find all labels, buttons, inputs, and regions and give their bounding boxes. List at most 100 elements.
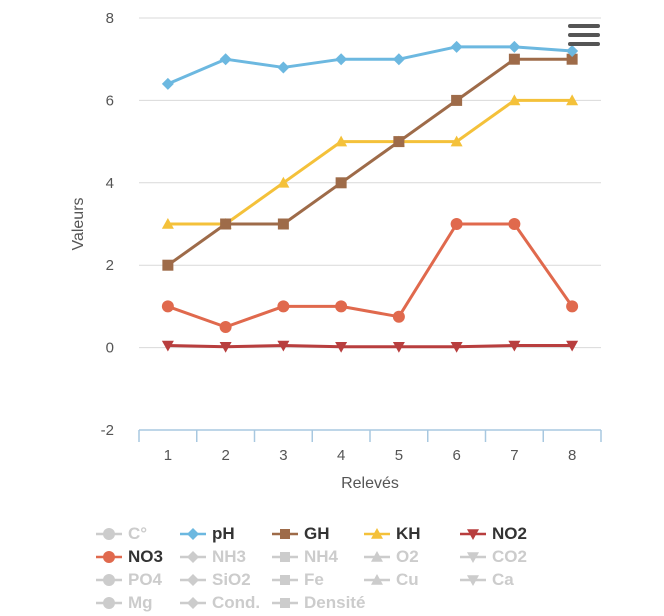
x-tick-label: 2 [221, 447, 229, 464]
legend-item-c[interactable]: C° [96, 522, 147, 545]
data-point-no3 [450, 218, 463, 230]
legend-label: Densité [304, 592, 366, 612]
legend-circle-icon [96, 573, 122, 586]
data-point-kh [450, 135, 463, 147]
legend-label: Fe [304, 569, 324, 589]
legend-item-no2[interactable]: NO2 [460, 522, 527, 545]
series-no3 [161, 218, 579, 333]
legend-label: CO2 [492, 546, 527, 566]
legend-marker [187, 550, 199, 563]
data-point-no3 [566, 300, 579, 313]
legend-label: Cu [396, 569, 419, 589]
data-point-ph [566, 44, 579, 57]
data-point-ph [450, 40, 463, 53]
legend-label: PO4 [128, 569, 163, 589]
data-point-no3 [335, 300, 348, 313]
x-tick-label: 5 [395, 447, 403, 464]
legend-row: C° pH GH KH NO2 [96, 522, 656, 545]
data-point-gh [508, 53, 520, 65]
x-tick-label: 4 [337, 447, 345, 464]
legend-square-icon [272, 551, 298, 562]
data-point-no3 [161, 300, 174, 313]
data-point-kh [508, 94, 521, 106]
x-axis: 1 2 3 4 5 6 7 8 [138, 429, 602, 464]
legend-marker [280, 528, 290, 539]
data-point-kh [335, 135, 348, 147]
data-point-no2 [335, 341, 348, 353]
legend-item-mg[interactable]: Mg [96, 591, 153, 614]
legend-label: Cond. [212, 592, 261, 612]
data-point-no3 [219, 321, 232, 333]
legend-diamond-icon [180, 573, 206, 586]
legend-item-ph[interactable]: pH [180, 522, 235, 545]
data-point-kh [566, 94, 579, 106]
series-line-no3 [167, 222, 574, 329]
legend-triangle-icon [364, 550, 390, 562]
series-line-ph [167, 45, 573, 86]
data-point-ph [392, 53, 405, 66]
legend-label: Mg [128, 592, 153, 612]
legend-item-cu[interactable]: Cu [364, 568, 419, 591]
legend-label: GH [304, 523, 330, 543]
legend-item-kh[interactable]: KH [364, 522, 421, 545]
x-tick-label: 6 [452, 447, 460, 464]
legend-item-gh[interactable]: GH [272, 522, 330, 545]
legend-label: pH [212, 523, 235, 543]
data-point-gh [220, 218, 232, 230]
chart: -2 0 2 4 6 8 1 2 3 4 5 6 7 8 Valeurs Relevés [70, 10, 602, 492]
legend-marker [280, 574, 290, 585]
legend-triangle-icon [364, 573, 390, 585]
legend-triangle-down-icon [460, 528, 486, 540]
y-tick-label: 6 [106, 92, 114, 109]
x-tick-label: 1 [164, 447, 172, 464]
legend-triangle-icon [364, 527, 390, 539]
data-point-gh [393, 136, 405, 148]
legend-marker [187, 573, 199, 586]
legend-diamond-icon [180, 527, 206, 540]
legend-label: SiO2 [212, 569, 251, 589]
y-axis-title: Valeurs [70, 197, 87, 250]
legend-marker [103, 550, 115, 563]
series-line-no2 [167, 344, 573, 349]
legend-item-cond[interactable]: Cond. [180, 591, 260, 614]
data-point-ph [277, 61, 290, 74]
legend-label: NO3 [128, 546, 163, 566]
legend-marker [280, 551, 290, 562]
legend-marker [187, 596, 199, 609]
y-tick-label: 0 [106, 340, 114, 357]
hamburger-menu-icon[interactable] [568, 24, 600, 50]
legend-item-ca[interactable]: Ca [460, 568, 514, 591]
series-ph [161, 40, 579, 90]
legend-item-po4[interactable]: PO4 [96, 568, 162, 591]
legend-label: O2 [396, 546, 419, 566]
legend-marker [371, 573, 383, 585]
legend-item-co2[interactable]: CO2 [460, 545, 527, 568]
legend-item-densit[interactable]: Densité [272, 591, 365, 614]
legend-marker [103, 573, 115, 586]
legend-item-sio2[interactable]: SiO2 [180, 568, 251, 591]
data-point-gh [451, 94, 463, 106]
legend-item-no3[interactable]: NO3 [96, 545, 163, 568]
legend-item-nh4[interactable]: NH4 [272, 545, 338, 568]
data-point-kh [277, 176, 290, 188]
legend-diamond-icon [180, 596, 206, 609]
legend-row: NO3 NH3 NH4 O2 CO2 [96, 545, 656, 568]
data-point-kh [161, 218, 174, 229]
legend-row: Mg Cond. Densité [96, 591, 656, 614]
legend-triangle-down-icon [460, 551, 486, 563]
legend-marker [467, 551, 479, 563]
legend-circle-icon [96, 550, 122, 563]
legend: C° pH GH KH NO2 NO3 NH3 NH4 O2 CO2 PO4 SiO2 Fe Cu Ca Mg… [96, 522, 656, 614]
legend-item-fe[interactable]: Fe [272, 568, 324, 591]
y-tick-label: 2 [106, 257, 114, 274]
legend-item-o2[interactable]: O2 [364, 545, 419, 568]
legend-label: KH [396, 523, 421, 543]
data-point-no2 [566, 340, 579, 352]
legend-item-nh3[interactable]: NH3 [180, 545, 246, 568]
data-point-gh [277, 218, 289, 230]
data-point-no2 [450, 341, 463, 353]
legend-marker [187, 527, 199, 540]
data-point-no2 [508, 340, 521, 352]
data-point-no3 [277, 300, 290, 313]
data-point-gh [335, 177, 347, 189]
